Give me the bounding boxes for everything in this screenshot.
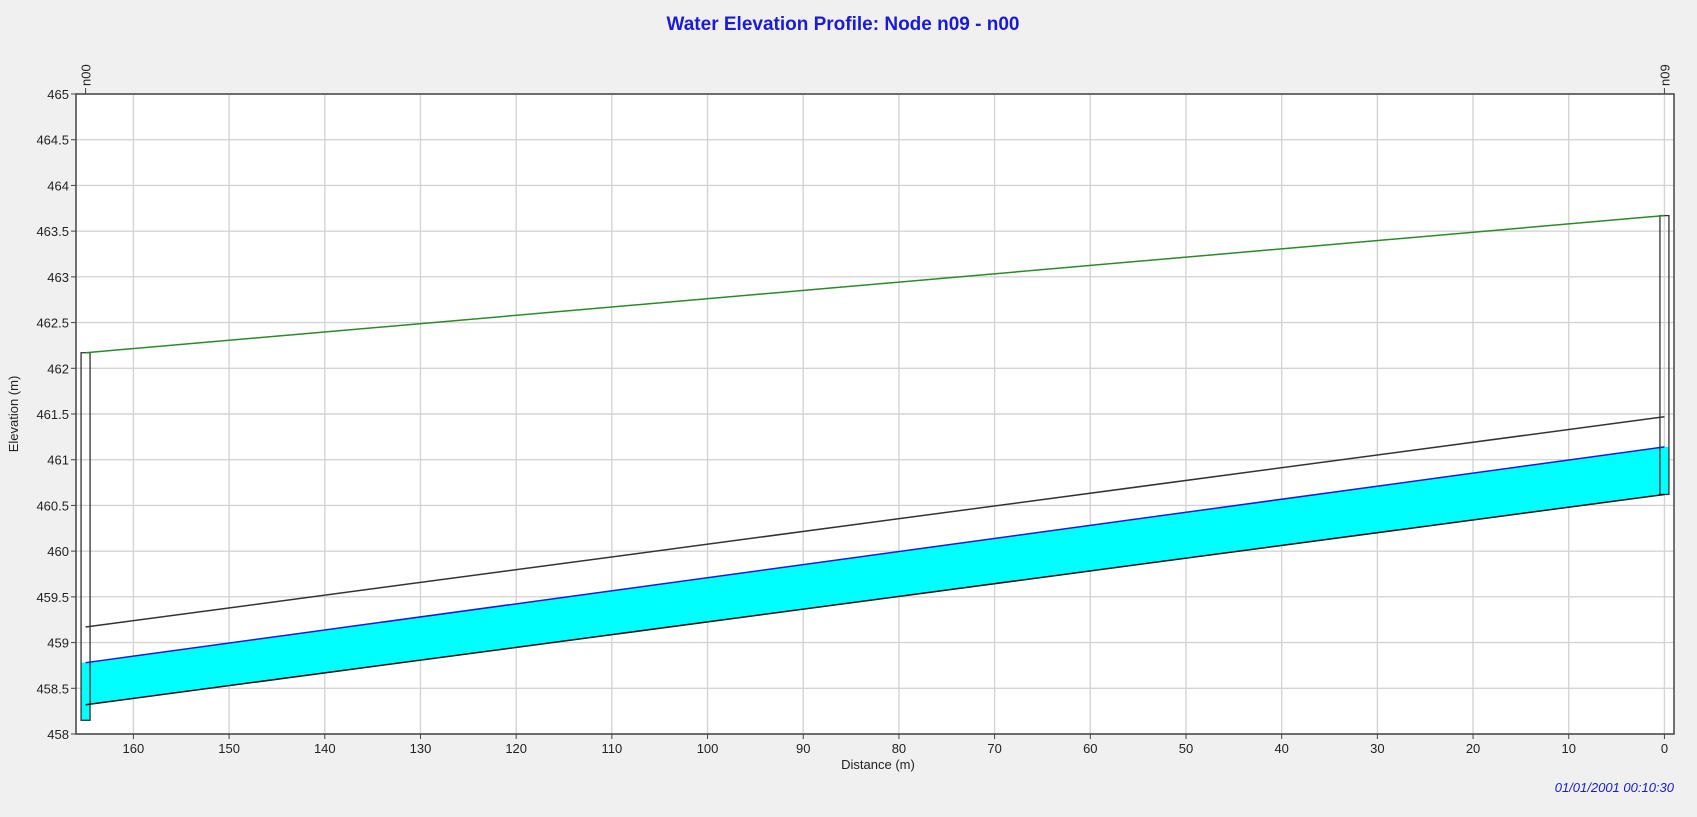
node-water-fill xyxy=(81,662,91,721)
axis-ticks: 160 150 140 130 120 110 100 90 80 70 60 50 40 30 20 10 0… xyxy=(36,64,1672,756)
y-tick-label: 460 xyxy=(47,544,69,559)
x-tick-label: 50 xyxy=(1179,741,1193,756)
x-tick-label: 110 xyxy=(601,741,622,756)
node-label-n00: n00 xyxy=(79,64,94,86)
y-tick-label: 461.5 xyxy=(36,407,69,422)
x-tick-label: 130 xyxy=(410,741,432,756)
y-tick-label: 463.5 xyxy=(36,224,69,239)
x-tick-label: 140 xyxy=(314,741,336,756)
chart-title: Water Elevation Profile: Node n09 - n00 xyxy=(667,14,1020,35)
x-tick-label: 160 xyxy=(123,741,145,756)
y-tick-label: 464.5 xyxy=(36,133,69,148)
y-tick-label: 460.5 xyxy=(36,498,69,513)
ground-surface-line xyxy=(85,214,1665,354)
y-tick-label: 462.5 xyxy=(36,316,69,331)
y-axis-label: Elevation (m) xyxy=(6,376,21,453)
y-tick-label: 459.5 xyxy=(36,590,69,605)
conduit-invert-line xyxy=(85,493,1665,706)
y-tick-label: 462 xyxy=(47,361,69,376)
x-tick-label: 150 xyxy=(218,741,240,756)
y-tick-label: 464 xyxy=(47,178,69,193)
x-tick-label: 40 xyxy=(1274,741,1288,756)
x-tick-label: 70 xyxy=(987,741,1001,756)
y-tick-label: 459 xyxy=(47,636,69,651)
water-surface-line xyxy=(85,446,1665,664)
y-tick-label: 463 xyxy=(47,270,69,285)
x-axis-label: Distance (m) xyxy=(841,757,915,772)
timestamp-label: 01/01/2001 00:10:30 xyxy=(1555,780,1675,795)
y-tick-label: 465 xyxy=(47,87,69,102)
data-layer xyxy=(80,214,1670,721)
x-tick-label: 0 xyxy=(1661,741,1668,756)
y-tick-label: 461 xyxy=(47,453,69,468)
y-tick-label: 458.5 xyxy=(36,681,69,696)
x-tick-label: 100 xyxy=(697,741,719,756)
conduit-crown-line xyxy=(85,415,1665,628)
x-tick-label: 60 xyxy=(1083,741,1097,756)
x-tick-label: 30 xyxy=(1370,741,1384,756)
node-water-fill xyxy=(1659,446,1669,495)
x-tick-label: 10 xyxy=(1562,741,1576,756)
water-fill-area xyxy=(85,446,1665,705)
node-label-n09: n09 xyxy=(1657,64,1672,86)
y-tick-label: 458 xyxy=(47,727,69,742)
x-tick-label: 90 xyxy=(796,741,810,756)
x-tick-label: 120 xyxy=(505,741,527,756)
x-tick-label: 20 xyxy=(1466,741,1480,756)
x-tick-label: 80 xyxy=(892,741,906,756)
